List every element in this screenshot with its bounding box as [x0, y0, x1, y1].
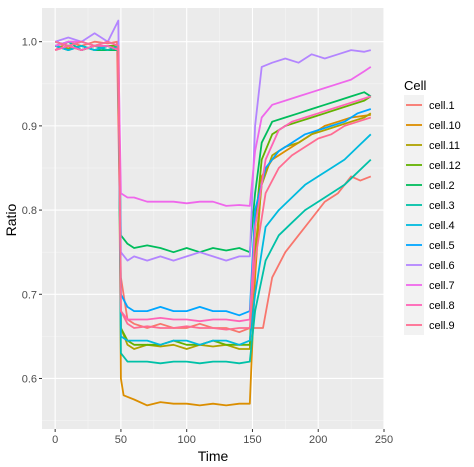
series-layer: [54, 19, 372, 407]
legend-label-cell.6: cell.6: [429, 260, 455, 272]
legend-title: Cell: [404, 78, 427, 93]
y-tick-label: 0.8: [22, 205, 37, 217]
y-tick-label: 0.9: [22, 121, 37, 133]
x-tick-label: 150: [243, 434, 261, 446]
series-line-cell.8: [54, 45, 372, 323]
x-axis: 0 50 100 150 200 250: [52, 429, 393, 446]
y-tick-label: 0.7: [22, 289, 37, 301]
series-line-cell.2: [54, 45, 372, 254]
plot-panel: [42, 8, 384, 429]
y-axis-title: Ratio: [3, 203, 19, 236]
x-tick-label: 250: [375, 434, 393, 446]
legend-label-cell.1: cell.1: [429, 100, 455, 112]
legend-label-cell.3: cell.3: [429, 200, 455, 212]
series-line-cell.9: [54, 40, 372, 331]
legend-label-cell.8: cell.8: [429, 300, 455, 312]
series-line-cell.6: [54, 19, 372, 262]
legend-label-cell.12: cell.12: [429, 160, 461, 172]
legend: Cell cell.1 cell.10 cell.11 cell.12 cell.2 ce…: [404, 78, 461, 335]
x-tick-label: 50: [115, 434, 127, 446]
legend-label-cell.4: cell.4: [429, 220, 455, 232]
legend-label-cell.9: cell.9: [429, 320, 455, 332]
x-tick-label: 0: [52, 434, 58, 446]
legend-label-cell.7: cell.7: [429, 280, 455, 292]
legend-label-cell.5: cell.5: [429, 240, 455, 252]
x-axis-title: Time: [198, 448, 229, 464]
legend-label-cell.10: cell.10: [429, 120, 461, 132]
grid-minor: [42, 8, 384, 429]
x-tick-label: 100: [178, 434, 196, 446]
legend-label-cell.11: cell.11: [429, 140, 460, 152]
y-axis: 0.6 0.7 0.8 0.9 1.0: [22, 37, 42, 385]
x-tick-label: 200: [309, 434, 327, 446]
y-tick-label: 1.0: [22, 37, 37, 49]
y-tick-label: 0.6: [22, 373, 37, 385]
legend-label-cell.2: cell.2: [429, 180, 455, 192]
